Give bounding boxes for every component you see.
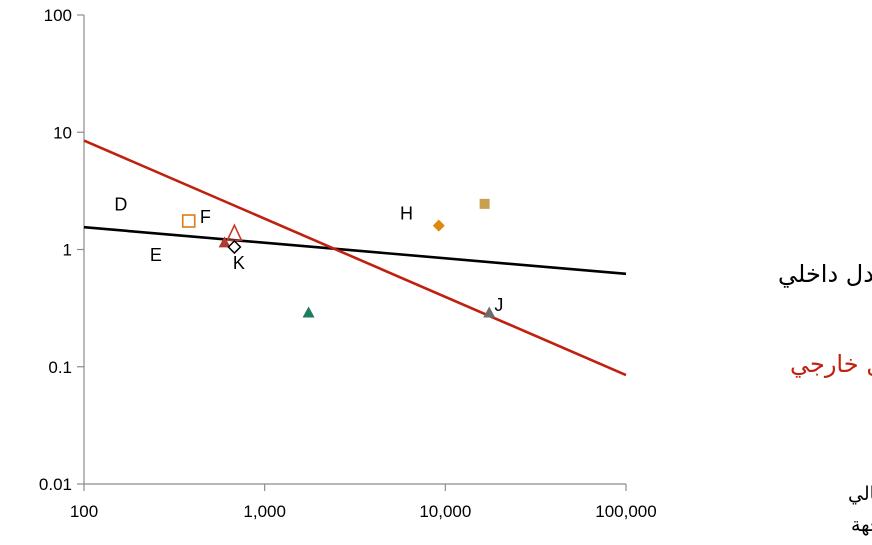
- point-label: E: [150, 245, 162, 265]
- series-label: معدل خارجي: [790, 350, 872, 378]
- y-tick-label: 0.01: [39, 475, 72, 494]
- point-label: H: [400, 204, 413, 224]
- x-tick-label: 100: [70, 502, 98, 521]
- x-tick-label: 1,000: [243, 502, 286, 521]
- y-tick-label: 1: [63, 241, 72, 260]
- data-point: [218, 236, 231, 248]
- point-label: K: [233, 253, 245, 273]
- y-tick-label: 0.1: [48, 358, 72, 377]
- data-point: [181, 214, 196, 228]
- series-line: [83, 225, 627, 276]
- x-tick-label: 10,000: [419, 502, 471, 521]
- point-label: J: [494, 295, 503, 315]
- data-point: [226, 223, 243, 242]
- data-point: [432, 219, 445, 232]
- x-tick-label: 100,000: [595, 502, 656, 521]
- x-axis-title-line: لموظفين الجهة: [851, 514, 872, 536]
- x-axis-title-line: العدد الاجمالي: [848, 483, 872, 505]
- series-line: [83, 139, 627, 377]
- y-tick-label: 10: [53, 123, 72, 142]
- y-tick-label: 100: [44, 6, 72, 25]
- series-label: معدل داخلي: [778, 260, 872, 288]
- point-label: F: [200, 207, 211, 227]
- data-point: [227, 239, 242, 255]
- data-point: [479, 198, 490, 209]
- data-point: [483, 306, 496, 318]
- data-point: [302, 306, 315, 318]
- point-label: D: [114, 195, 127, 215]
